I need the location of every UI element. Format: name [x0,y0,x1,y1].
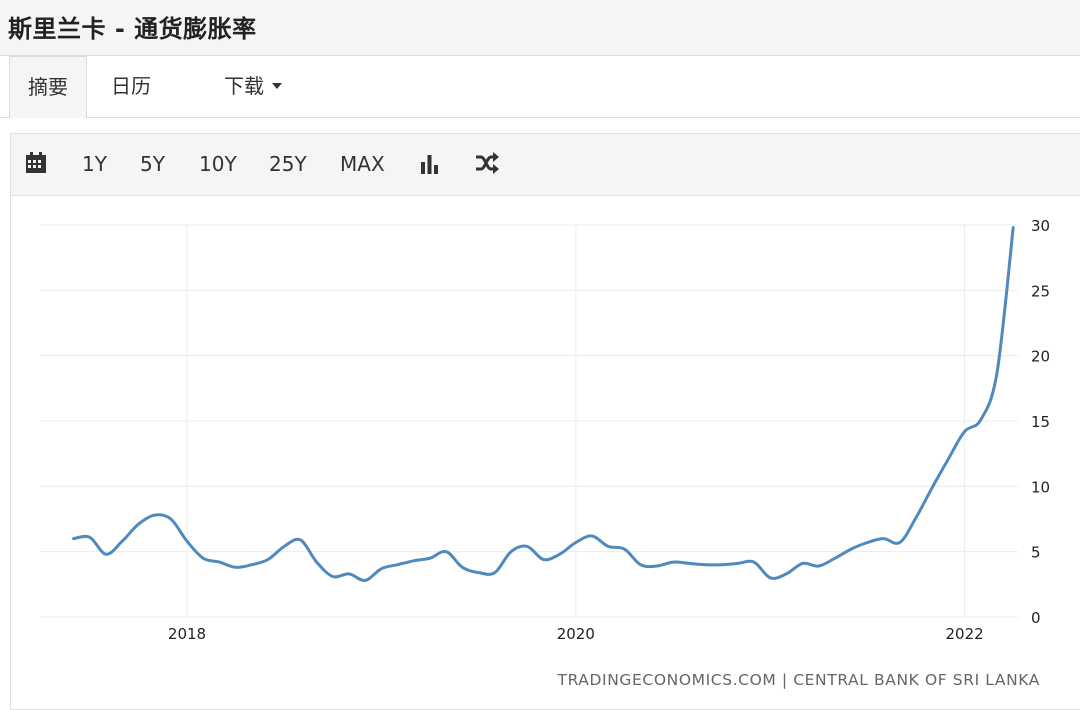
data-point [298,538,302,542]
data-point [444,550,448,554]
data-point [234,565,238,569]
tab-download[interactable]: 下载 [208,56,298,118]
data-point [849,547,853,551]
data-point [460,565,464,569]
data-point [347,572,351,576]
data-point [558,552,562,556]
x-tick-label: 2022 [946,625,984,643]
data-point [752,560,756,564]
data-point [590,534,594,538]
inflation-series-line [72,226,1015,582]
data-point [250,563,254,567]
page-header: 斯里兰卡 - 通货膨胀率 [0,0,1080,56]
data-point [687,561,691,565]
data-point [768,576,772,580]
y-axis-ticks: 0 5 10 15 20 25 30 [1031,217,1050,627]
data-point [120,539,124,543]
y-tick-label: 10 [1031,478,1050,496]
data-point [201,556,205,560]
data-point [217,560,221,564]
data-point [963,430,967,434]
y-tick-label: 20 [1031,348,1050,366]
range-1y-button[interactable]: 1Y [82,152,107,176]
data-point [574,541,578,545]
data-point [946,457,950,461]
data-point [493,571,497,575]
calendar-icon [26,152,46,173]
bar-chart-icon [421,155,438,174]
tab-bar: 摘要 日历 下载 [0,56,1080,118]
range-10y-button[interactable]: 10Y [199,152,237,176]
data-point [509,550,513,554]
y-tick-label: 25 [1031,282,1050,300]
y-tick-label: 5 [1031,544,1041,562]
chart-toolbar: 1Y 5Y 10Y 25Y MAX [11,134,1080,196]
data-point [882,537,886,541]
data-point [185,539,189,543]
tab-download-label: 下载 [224,74,264,98]
data-point [525,544,529,548]
compare-button[interactable] [473,134,501,194]
y-tick-label: 15 [1031,413,1050,431]
data-point [995,371,999,375]
data-point [331,575,335,579]
data-point [622,547,626,551]
data-point [930,486,934,490]
caret-down-icon [272,82,282,89]
data-point [720,563,724,567]
x-axis-ticks: 2018 2020 2022 [168,625,984,643]
data-point [865,541,869,545]
range-max-button[interactable]: MAX [340,152,385,176]
tab-summary[interactable]: 摘要 [9,56,87,118]
tab-calendar[interactable]: 日历 [96,56,166,118]
shuffle-icon [476,152,499,174]
calendar-button[interactable] [23,134,49,194]
grid-lines [40,224,1018,618]
y-tick-label: 30 [1031,217,1050,235]
data-points [72,226,1016,583]
data-point [655,564,659,568]
data-point [833,556,837,560]
page-title: 斯里兰卡 - 通货膨胀率 [8,15,257,43]
data-point [136,522,140,526]
data-point [914,516,918,520]
data-point [477,571,481,575]
data-point [736,561,740,565]
data-point [784,572,788,576]
data-point [817,564,821,568]
source-credit: TRADINGECONOMICS.COM | CENTRAL BANK OF S… [557,671,1041,689]
tab-calendar-label: 日历 [111,74,151,98]
data-point [169,517,173,521]
data-point [639,563,643,567]
data-point [282,544,286,548]
data-point [315,560,319,564]
data-point [412,559,416,563]
y-tick-label: 0 [1031,609,1041,627]
data-point [541,558,545,562]
data-point [72,537,76,541]
data-point [379,567,383,571]
data-point [104,552,108,556]
x-tick-label: 2020 [557,625,595,643]
range-25y-button[interactable]: 25Y [269,152,307,176]
data-point [671,560,675,564]
data-point [703,563,707,567]
data-point [1011,226,1015,230]
data-point [363,578,367,582]
data-point [428,556,432,560]
data-point [266,558,270,562]
data-point [88,535,92,539]
data-point [801,561,805,565]
x-tick-label: 2018 [168,625,206,643]
data-point [396,563,400,567]
data-point [606,544,610,548]
range-5y-button[interactable]: 5Y [140,152,165,176]
chart-type-button[interactable] [417,134,441,194]
data-point [979,418,983,422]
data-point [153,513,157,517]
data-point [898,541,902,545]
tab-summary-label: 摘要 [28,75,68,99]
